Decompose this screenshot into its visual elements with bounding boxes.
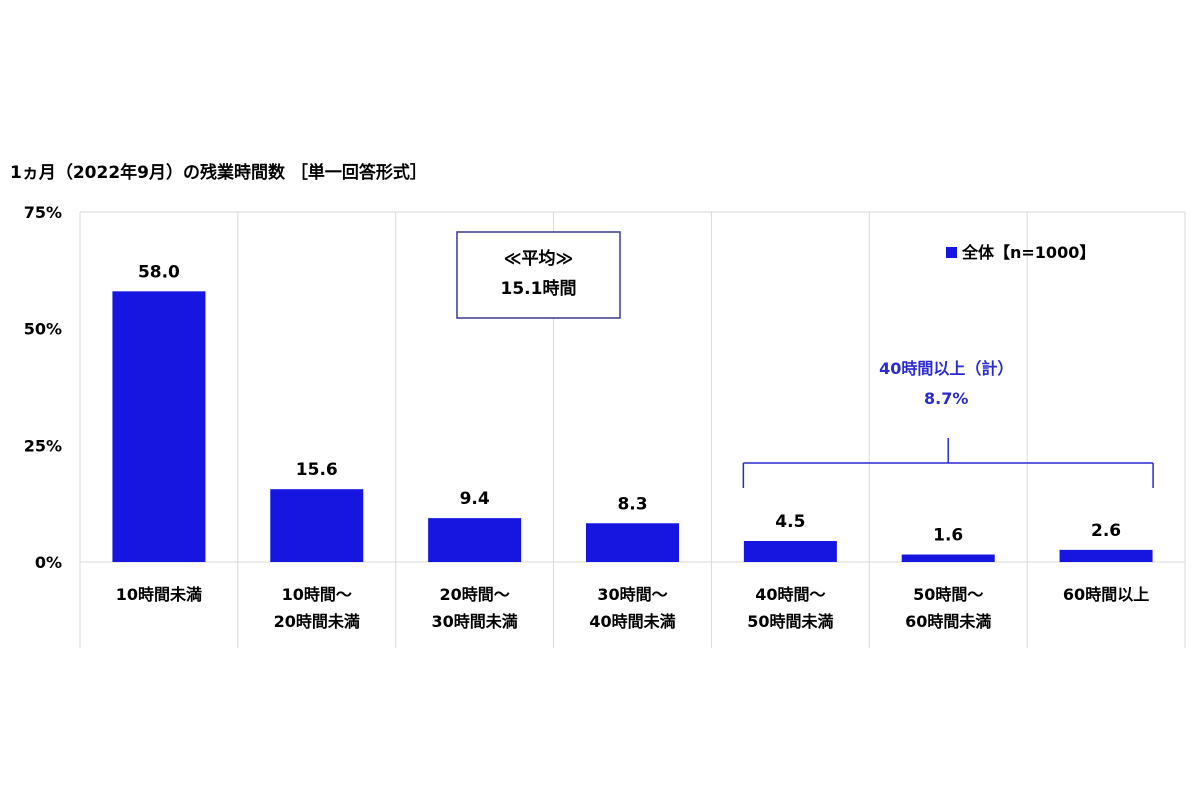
x-tick-label: 60時間以上: [1063, 585, 1149, 604]
x-tick-label: 50時間未満: [747, 612, 833, 631]
x-tick-label: 50時間～: [913, 585, 983, 604]
y-tick-label: 0%: [35, 553, 62, 572]
group-annotation-text: 40時間以上（計）: [879, 359, 1013, 378]
legend-swatch: [946, 247, 957, 258]
average-text: 15.1時間: [501, 278, 577, 299]
group-annotation: 40時間以上（計） 8.7%: [742, 359, 1154, 488]
y-axis-ticks: 0% 25% 50% 75%: [24, 203, 62, 572]
bar: [112, 291, 206, 562]
bar: [586, 523, 679, 562]
x-tick-label: 30時間未満: [432, 612, 518, 631]
legend-label: 全体【n=1000】: [961, 243, 1095, 262]
group-annotation-text: 8.7%: [924, 389, 968, 408]
y-tick-label: 25%: [24, 436, 62, 455]
data-label: 58.0: [138, 262, 180, 282]
legend: 全体【n=1000】: [946, 243, 1095, 262]
average-text: ≪平均≫: [504, 248, 574, 269]
x-axis-ticks: 10時間未満 10時間～ 20時間未満 20時間～ 30時間未満 30時間～ 40時間未満 4…: [116, 585, 1149, 631]
chart-title: 1ヵ月（2022年9月）の残業時間数 ［単一回答形式］: [10, 162, 427, 183]
average-box: [456, 231, 621, 319]
bar: [743, 541, 837, 562]
bars: [112, 291, 1153, 562]
data-label: 8.3: [617, 494, 647, 514]
x-tick-label: 20時間～: [440, 585, 510, 604]
y-tick-label: 75%: [24, 203, 62, 222]
x-tick-label: 10時間～: [282, 585, 352, 604]
data-label: 15.6: [296, 460, 338, 480]
bar: [901, 554, 995, 562]
value-labels: 58.0 15.6 9.4 8.3 4.5 1.6 2.6: [138, 262, 1121, 545]
data-label: 2.6: [1091, 521, 1121, 541]
bar: [428, 518, 522, 562]
bar: [1059, 549, 1153, 562]
data-label: 4.5: [775, 512, 805, 532]
x-tick-label: 10時間未満: [116, 585, 202, 604]
x-tick-label: 40時間～: [755, 585, 825, 604]
y-tick-label: 50%: [24, 320, 62, 339]
x-tick-label: 20時間未満: [274, 612, 360, 631]
bar: [270, 489, 364, 562]
x-tick-label: 40時間未満: [589, 612, 675, 631]
grid-lines: [79, 211, 1186, 648]
x-tick-label: 30時間～: [597, 585, 667, 604]
data-label: 9.4: [460, 489, 490, 509]
data-label: 1.6: [933, 526, 963, 546]
x-tick-label: 60時間未満: [905, 612, 991, 631]
average-annotation: ≪平均≫ 15.1時間: [456, 231, 621, 319]
